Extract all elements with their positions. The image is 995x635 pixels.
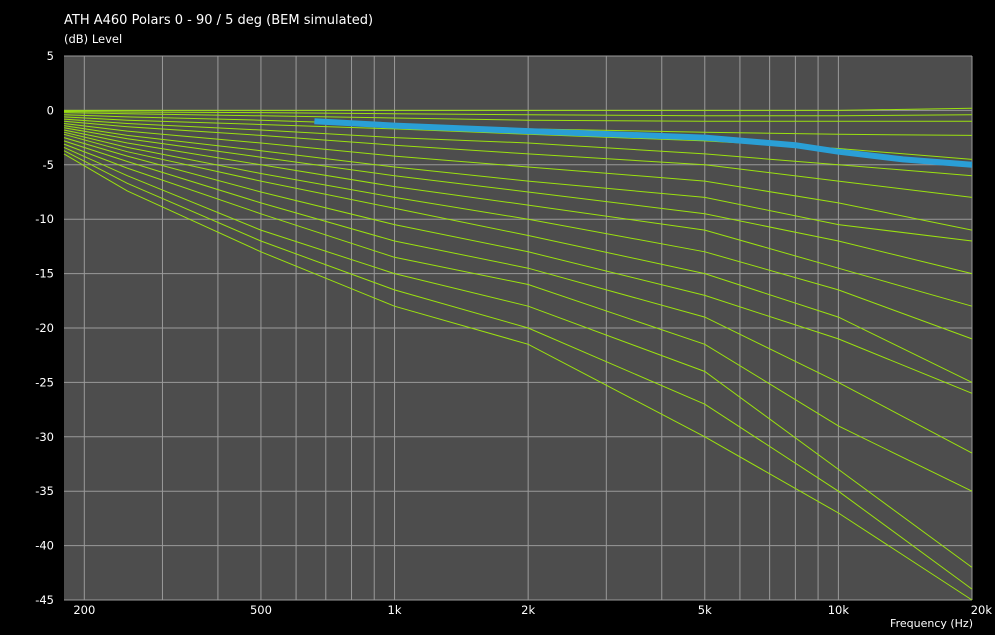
x-tick-label: 1k xyxy=(388,603,402,617)
polar-curve-5deg xyxy=(63,111,973,117)
polar-curve-85deg xyxy=(63,150,973,590)
y-tick-label: -25 xyxy=(35,375,54,389)
polar-curve-40deg xyxy=(63,125,973,242)
polar-curve-30deg xyxy=(63,120,973,198)
x-tick-label: 2k xyxy=(521,603,535,617)
y-tick-label: -5 xyxy=(43,158,54,172)
polar-curve-25deg xyxy=(63,118,973,177)
polar-curve-55deg xyxy=(63,131,973,340)
chart-title: ATH A460 Polars 0 - 90 / 5 deg (BEM simu… xyxy=(64,13,374,28)
x-tick-label: 5k xyxy=(698,603,712,617)
y-tick-label: 5 xyxy=(47,49,54,63)
y-axis-label: (dB) Level xyxy=(64,32,123,46)
y-tick-label: -35 xyxy=(35,484,54,498)
y-tick-label: -20 xyxy=(35,321,54,335)
polar-curve-90deg xyxy=(63,153,973,601)
y-tick-label: -10 xyxy=(35,212,54,226)
x-tick-label: 500 xyxy=(250,603,272,617)
x-tick-label: 200 xyxy=(73,603,95,617)
x-tick-label: 20k xyxy=(971,603,993,617)
polar-curve-75deg xyxy=(63,143,973,492)
y-tick-label: -40 xyxy=(35,539,54,553)
y-tick-label: 0 xyxy=(47,103,54,117)
y-tick-label: -30 xyxy=(35,430,54,444)
polar-curve-35deg xyxy=(63,123,973,231)
polar-curve-10deg xyxy=(63,112,972,122)
polar-curve-60deg xyxy=(63,133,973,383)
highlight-curve xyxy=(314,118,973,168)
polar-curve-0deg xyxy=(64,107,973,111)
polar-curve-70deg xyxy=(63,140,973,454)
x-tick-label: 10k xyxy=(828,603,850,617)
x-axis-label: Frequency (Hz) xyxy=(890,617,973,630)
polar-curve-50deg xyxy=(63,129,973,307)
polar-curve-45deg xyxy=(63,127,973,275)
y-tick-label: -45 xyxy=(35,593,54,607)
polar-curve-80deg xyxy=(63,146,973,568)
polar-curve-65deg xyxy=(63,137,973,394)
y-tick-label: -15 xyxy=(35,267,54,281)
